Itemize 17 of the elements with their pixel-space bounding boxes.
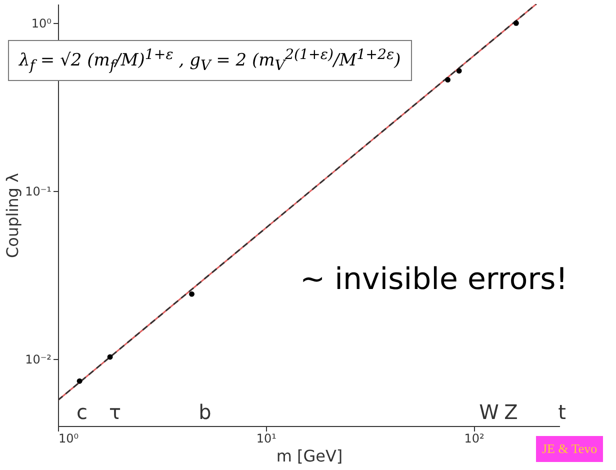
y-tick-label: 10⁻² <box>25 352 52 367</box>
text: λ$_{f}$ = √2 (m$_{f}$/M)$^{1+ε}$ , g$_{V}$ = 2 (m$_{V}$$^{2(1+ε)}$/M$^{1+2ε}$) <box>19 47 401 74</box>
x-tick-label: 10² <box>464 432 484 446</box>
annotation: ~ invisible errors! <box>300 262 568 297</box>
x-tick-label: 10⁰ <box>58 432 79 446</box>
y-tick-label: 10⁻¹ <box>25 184 52 199</box>
x-axis-title: m [GeV] <box>276 446 343 466</box>
annotation: Z <box>504 400 518 424</box>
annotation: t <box>558 400 566 424</box>
y-axis-title: Coupling λ <box>3 173 22 258</box>
y-tick-label: 10⁰ <box>31 16 52 31</box>
annotation: W <box>479 400 499 424</box>
annotation: b <box>198 400 212 424</box>
x-tick-label: 10¹ <box>256 432 277 446</box>
annotation: c <box>76 400 88 424</box>
annotation: τ <box>108 400 122 424</box>
text: JE & Tevo <box>536 436 604 462</box>
